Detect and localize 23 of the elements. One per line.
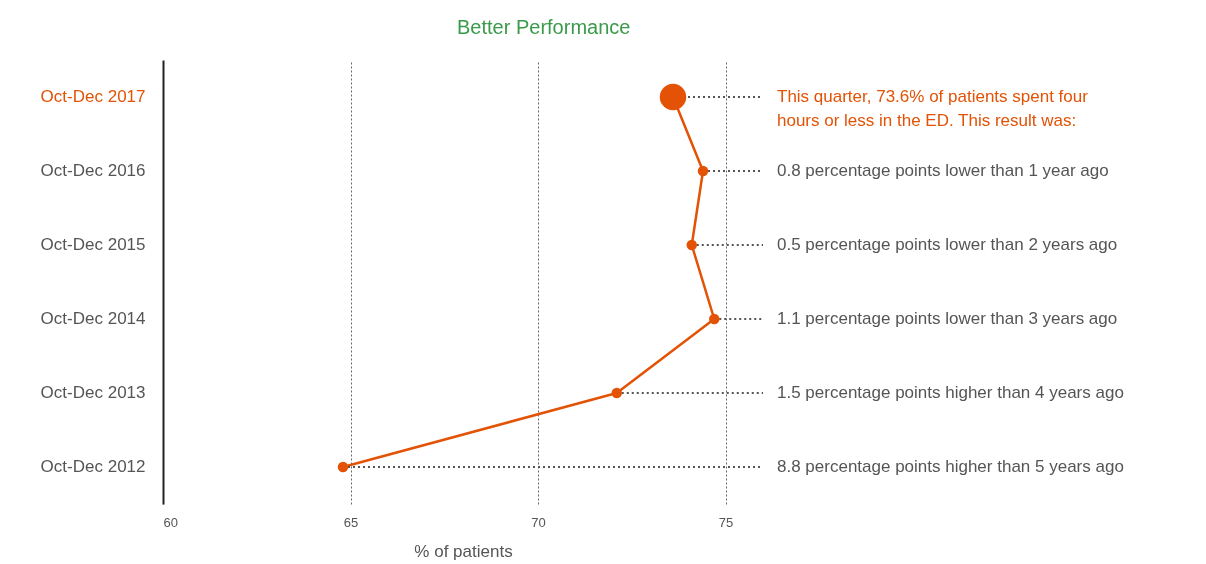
y-tick-label: Oct-Dec 2012 xyxy=(40,457,146,476)
point xyxy=(611,387,622,399)
point xyxy=(337,461,349,473)
annotation: 1.1 percentage points lower than 3 years ago xyxy=(777,309,1118,328)
annotation: This quarter, 73.6% of patients spent four hours or less in the ED. This result was: xyxy=(777,87,1089,130)
annotation: 0.8 percentage points lower than 1 year ago xyxy=(777,161,1109,180)
x-tick-label: 65 xyxy=(343,514,359,530)
x-axis-title: % of patients xyxy=(414,541,513,561)
x-tick-label: 60 xyxy=(163,514,178,530)
point xyxy=(709,313,720,325)
point xyxy=(697,165,709,177)
y-tick-label: Oct-Dec 2017 xyxy=(40,87,146,106)
annotation: 1.5 percentage points higher than 4 years ago xyxy=(777,383,1124,402)
y-tick-label: Oct-Dec 2016 xyxy=(40,161,146,180)
x-tick-label: 75 xyxy=(718,514,734,530)
x-tick-label: 70 xyxy=(531,514,546,530)
text: Better Performance xyxy=(457,16,631,38)
y-tick-label: Oct-Dec 2015 xyxy=(40,235,146,254)
annotation: 0.5 percentage points lower than 2 years ago xyxy=(777,235,1118,254)
point xyxy=(686,239,697,251)
y-tick-label: Oct-Dec 2014 xyxy=(40,309,146,328)
annotation: 8.8 percentage points higher than 5 years ago xyxy=(777,457,1124,476)
y-tick-label: Oct-Dec 2013 xyxy=(40,383,146,402)
